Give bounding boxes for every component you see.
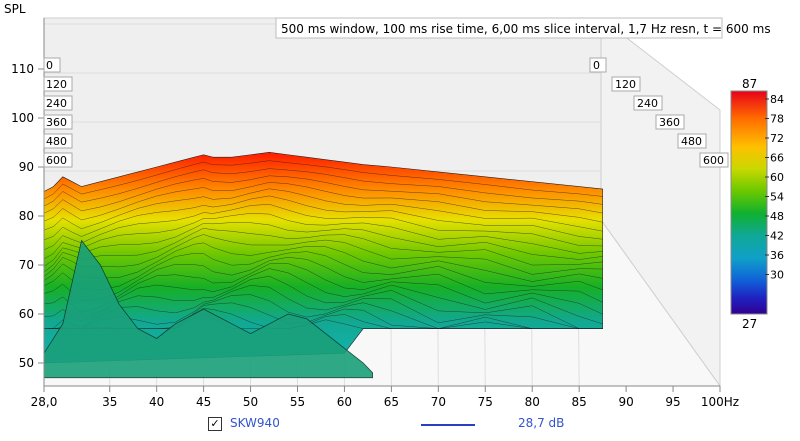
colorbar-tick-label: 48 — [770, 210, 784, 223]
x-tick-label: 95 — [665, 395, 680, 409]
time-tick-box-left — [43, 133, 73, 149]
series-value: 28,7 dB — [518, 416, 565, 430]
time-tick-box-left — [43, 76, 73, 92]
time-tick-label-right: 240 — [637, 97, 658, 110]
decay-slice-line — [43, 175, 603, 214]
x-tick-label: 60 — [337, 395, 352, 409]
x-tick-label: 75 — [478, 395, 493, 409]
time-tick-label-left: 120 — [46, 78, 67, 91]
x-axis: 28,0 35 40 45 50 55 60 65 70 75 80 85 90 95 100Hz — [31, 385, 739, 409]
time-tick-label-left: 240 — [46, 97, 67, 110]
x-tick-label: 90 — [618, 395, 633, 409]
series-name[interactable]: SKW940 — [230, 416, 280, 430]
time-tick-label-left: 0 — [46, 59, 53, 72]
time-tick-box-left — [43, 57, 61, 73]
time-tick-box-left — [43, 152, 73, 168]
time-tick-box-right — [611, 76, 641, 92]
y-axis-label: SPL — [4, 2, 26, 16]
late-slice-surface — [43, 239, 374, 379]
colorbar-min-label: 27 — [742, 317, 757, 331]
decay-slice-line — [43, 160, 603, 200]
y-tick-label: 80 — [19, 209, 34, 223]
time-tick-box-left — [43, 114, 73, 130]
colorbar-tick-label: 42 — [770, 230, 784, 243]
time-tick-label-right: 120 — [615, 78, 636, 91]
decay-slice-line — [43, 213, 603, 260]
decay-slice-line — [43, 188, 603, 232]
time-tick-box-right — [677, 133, 707, 149]
time-tick-label-right: 0 — [593, 59, 600, 72]
colorbar-tick-label: 30 — [770, 269, 784, 282]
y-tick-label: 60 — [19, 307, 34, 321]
title-box — [275, 17, 723, 39]
waterfall-surface — [43, 151, 603, 364]
chart-title: 500 ms window, 100 ms rise time, 6,00 ms… — [281, 22, 771, 36]
colorbar-tick-label: 54 — [770, 191, 784, 204]
time-tick-label-left: 360 — [46, 116, 67, 129]
time-tick-label-right: 600 — [703, 154, 724, 167]
time-tick-box-right — [699, 152, 729, 168]
x-tick-label: 45 — [196, 395, 211, 409]
colorbar-tick-label: 66 — [770, 152, 784, 165]
time-tick-box-right — [589, 57, 607, 73]
series-checkbox[interactable]: ✓ — [208, 417, 222, 431]
series-line-swatch — [421, 424, 475, 426]
colorbar-tick-label: 60 — [770, 171, 784, 184]
y-tick-label: 50 — [19, 356, 34, 370]
time-tick-box-right — [655, 114, 685, 130]
y-axis: 110 100 90 80 70 60 50 — [11, 18, 45, 386]
y-tick-label: 90 — [19, 160, 34, 174]
colorbar-tick-label: 78 — [770, 113, 784, 126]
time-tick-box-right — [633, 95, 663, 111]
x-tick-label: 40 — [149, 395, 164, 409]
decay-slice-line — [43, 204, 603, 251]
time-tick-label-right: 480 — [681, 135, 702, 148]
colorbar-ticks: 84 78 72 66 60 54 48 42 36 30 — [765, 93, 784, 282]
x-tick-label: 55 — [290, 395, 305, 409]
decay-slice-line — [43, 182, 603, 223]
time-tick-box-left — [43, 95, 73, 111]
y-tick-label: 70 — [19, 258, 34, 272]
colorbar-max-label: 87 — [742, 77, 757, 91]
time-tick-label-right: 360 — [659, 116, 680, 129]
decay-slice-line — [43, 195, 603, 241]
decay-slice-line — [43, 168, 603, 207]
x-tick-label: 65 — [384, 395, 399, 409]
time-tick-label-left: 480 — [46, 135, 67, 148]
x-tick-label: 80 — [525, 395, 540, 409]
x-tick-label: 70 — [431, 395, 446, 409]
y-tick-label: 100 — [11, 111, 34, 125]
x-tick-label: 85 — [572, 395, 587, 409]
x-tick-label: 50 — [243, 395, 258, 409]
x-tick-label: 28,0 — [31, 395, 58, 409]
legend: ✓ SKW940 28,7 dB — [0, 415, 800, 437]
colorbar — [730, 90, 768, 315]
colorbar-tick-label: 36 — [770, 249, 784, 262]
x-tick-label: 35 — [102, 395, 117, 409]
colorbar-tick-label: 84 — [770, 93, 784, 106]
y-tick-label: 110 — [11, 62, 34, 76]
x-tick-label: 100Hz — [701, 395, 739, 409]
colorbar-tick-label: 72 — [770, 132, 784, 145]
time-tick-label-left: 600 — [46, 154, 67, 167]
